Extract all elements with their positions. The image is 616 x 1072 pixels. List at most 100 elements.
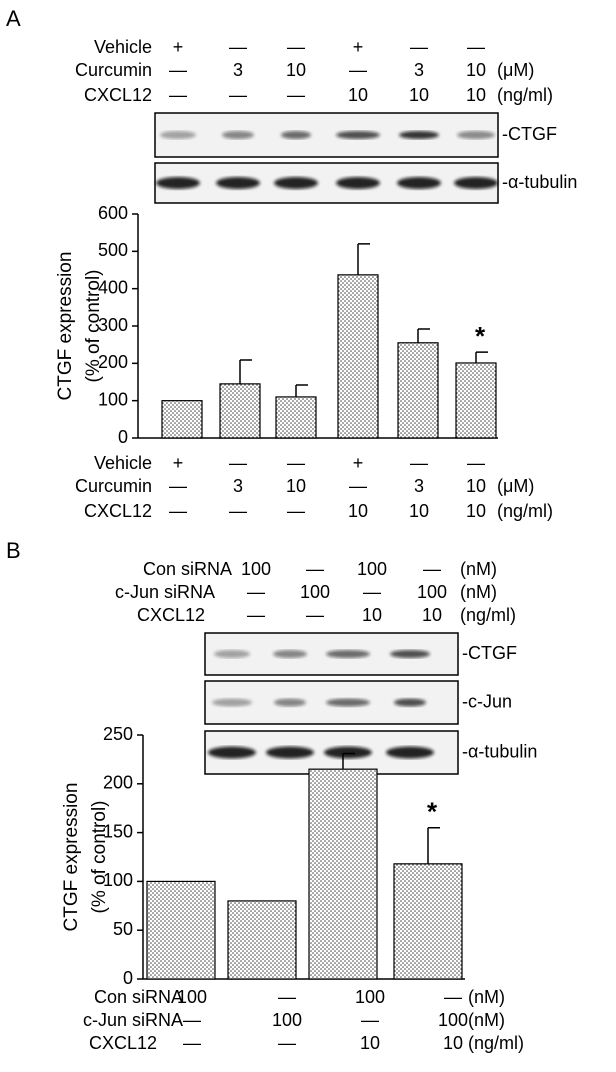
treatment-cell: 10 — [360, 1033, 380, 1053]
y-axis-label: CTGF expression — [55, 252, 76, 401]
treatment-label: Vehicle — [94, 453, 152, 473]
treatment-label: c-Jun siRNA — [115, 582, 215, 602]
treatment-cell: — — [287, 85, 305, 105]
treatment-cell: 100 — [300, 582, 330, 602]
treatment-cell: — — [423, 559, 441, 579]
blot-band — [222, 131, 254, 139]
bar — [337, 274, 379, 439]
treatment-unit: (ng/ml) — [468, 1033, 524, 1053]
treatment-cell: + — [173, 453, 184, 473]
blot-band — [160, 131, 196, 139]
treatment-cell: 100 — [241, 559, 271, 579]
blot-band — [454, 177, 498, 189]
treatment-cell: 10 — [466, 85, 486, 105]
bar — [308, 768, 378, 980]
treatment-cell: 3 — [414, 476, 424, 496]
error-bar — [357, 243, 370, 275]
blot-band — [274, 177, 318, 189]
treatment-cell: 100 — [417, 582, 447, 602]
treatment-unit: (ng/ml) — [497, 85, 553, 105]
blot-band — [336, 131, 380, 139]
treatment-cell: 100 — [177, 987, 207, 1007]
treatment-cell: 10 — [286, 60, 306, 80]
y-axis-label: CTGF expression — [61, 783, 82, 932]
blot-band — [390, 650, 430, 658]
blot-band — [457, 131, 495, 139]
treatment-cell: — — [349, 476, 367, 496]
treatment-cell: — — [183, 1010, 201, 1030]
treatment-unit: (μM) — [497, 476, 534, 496]
treatment-cell: — — [278, 1033, 296, 1053]
treatment-cell: 100 — [355, 987, 385, 1007]
blot-band — [216, 177, 260, 189]
treatment-cell: — — [229, 85, 247, 105]
error-bar — [417, 328, 430, 343]
blot-band — [326, 650, 370, 658]
blot-label: -c-Jun — [462, 691, 512, 711]
treatment-label: CXCL12 — [89, 1033, 157, 1053]
blot-band — [214, 650, 250, 658]
treatment-unit: (ng/ml) — [460, 605, 516, 625]
y-tick-label: 200 — [98, 352, 128, 372]
blot-band — [386, 746, 434, 759]
treatment-unit: (ng/ml) — [497, 501, 553, 521]
blot-band — [212, 698, 252, 707]
treatment-cell: 100 — [438, 1010, 468, 1030]
blot-band — [394, 698, 426, 707]
treatment-unit: (nM) — [460, 559, 497, 579]
y-tick-label: 200 — [103, 773, 133, 793]
y-tick-label: 500 — [98, 240, 128, 260]
treatment-label: CXCL12 — [137, 605, 205, 625]
error-bar — [295, 384, 308, 397]
bar — [219, 383, 261, 439]
treatment-label: CXCL12 — [84, 85, 152, 105]
treatment-cell: — — [361, 1010, 379, 1030]
treatment-label: Con siRNA — [143, 559, 232, 579]
treatment-cell: 10 — [348, 85, 368, 105]
bar — [161, 400, 203, 439]
treatment-cell: — — [229, 37, 247, 57]
blot-box — [154, 112, 499, 158]
treatment-cell: — — [287, 37, 305, 57]
treatment-cell: — — [169, 501, 187, 521]
y-tick-label: 300 — [98, 315, 128, 335]
treatment-cell: — — [410, 37, 428, 57]
blot-band — [399, 131, 439, 139]
treatment-cell: 10 — [362, 605, 382, 625]
treatment-cell: — — [444, 987, 462, 1007]
bar — [455, 362, 497, 439]
treatment-cell: — — [169, 85, 187, 105]
blot-band — [274, 698, 306, 707]
treatment-cell: + — [173, 37, 184, 57]
treatment-cell: — — [306, 605, 324, 625]
blot-band — [266, 746, 314, 759]
blot-band — [156, 177, 200, 189]
treatment-cell: 100 — [272, 1010, 302, 1030]
treatment-cell: — — [467, 453, 485, 473]
blot-band — [208, 746, 256, 759]
bar — [146, 880, 216, 980]
treatment-cell: 10 — [409, 501, 429, 521]
blot-band — [324, 746, 372, 759]
y-axis-label: (% of control) — [83, 270, 104, 383]
bar — [397, 342, 439, 439]
treatment-cell: 10 — [348, 501, 368, 521]
treatment-cell: 10 — [286, 476, 306, 496]
treatment-label: CXCL12 — [84, 501, 152, 521]
treatment-unit: (nM) — [468, 1010, 505, 1030]
blot-band — [397, 177, 441, 189]
treatment-cell: — — [467, 37, 485, 57]
y-tick-label: 50 — [113, 919, 133, 939]
treatment-cell: — — [229, 501, 247, 521]
blot-label: -α-tubulin — [502, 172, 577, 192]
treatment-cell: — — [247, 605, 265, 625]
blot-label: -CTGF — [462, 643, 517, 663]
treatment-cell: — — [363, 582, 381, 602]
treatment-label: Curcumin — [75, 476, 152, 496]
blot-band — [273, 650, 307, 658]
blot-band — [336, 177, 380, 189]
y-axis-label: (% of control) — [89, 801, 110, 914]
treatment-cell: 10 — [422, 605, 442, 625]
significance-marker: * — [427, 797, 438, 827]
treatment-cell: 10 — [443, 1033, 463, 1053]
